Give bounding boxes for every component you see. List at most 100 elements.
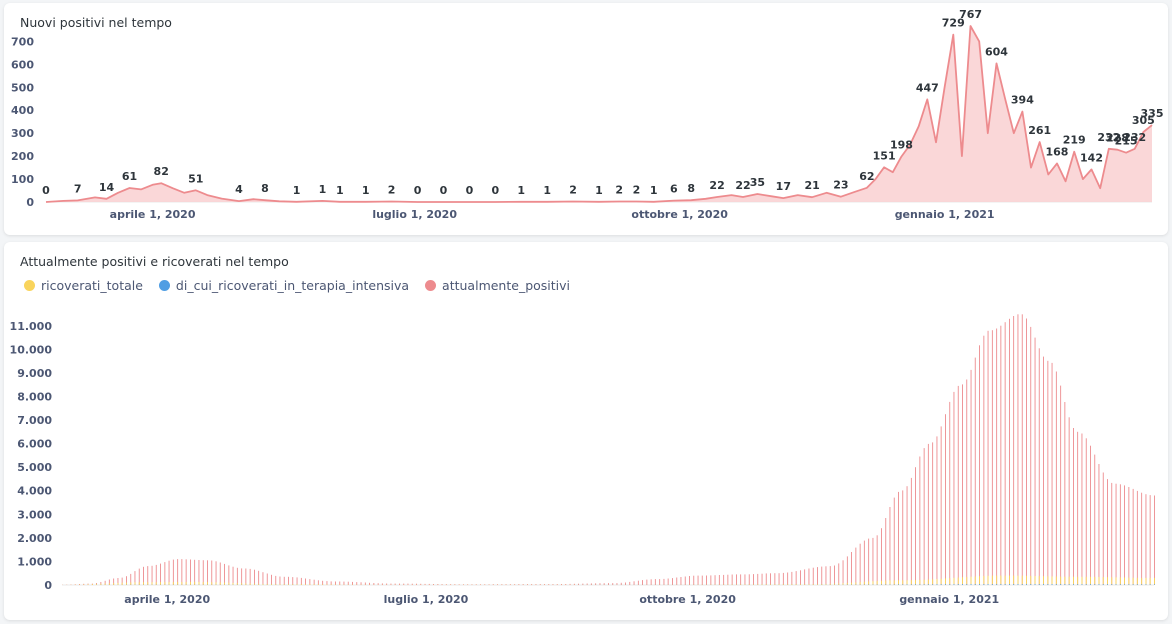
bar <box>1034 337 1036 585</box>
bar <box>117 582 119 585</box>
data-label: 394 <box>1011 94 1034 107</box>
y-tick-label: 200 <box>11 150 34 163</box>
bar <box>475 584 477 585</box>
bar <box>258 583 260 585</box>
bar <box>1136 577 1138 585</box>
bar <box>1030 326 1032 585</box>
bar <box>966 576 968 585</box>
bar <box>991 575 993 585</box>
legend-label: di_cui_ricoverati_in_terapia_intensiva <box>175 278 410 293</box>
bar <box>953 391 955 585</box>
bar <box>893 497 895 585</box>
bar <box>258 570 260 585</box>
legend-item-ricoverati-totale[interactable]: ricoverati_totale <box>24 278 143 293</box>
bar <box>275 584 277 585</box>
chart-card-nuovi-positivi: Nuovi positivi nel tempo 0 100 200 300 400 50… <box>4 3 1168 235</box>
bar <box>689 576 690 585</box>
bar-series-ricoverati_totale[interactable] <box>62 575 1155 585</box>
x-tick-label: gennaio 1, 2021 <box>895 208 995 221</box>
bar-series-di_cui_ricoverati_in_terapia_intensiva[interactable] <box>96 584 1155 585</box>
bar <box>309 579 311 585</box>
bar <box>1068 576 1070 585</box>
series-line-nuovi-positivi[interactable] <box>45 25 1153 203</box>
bar <box>74 584 76 585</box>
bar <box>202 582 204 585</box>
bar <box>552 584 554 585</box>
bar <box>1098 577 1100 585</box>
bar <box>108 579 110 585</box>
bar <box>949 584 951 585</box>
data-label: 1 <box>293 184 301 197</box>
bar <box>582 583 584 585</box>
bar <box>923 579 925 585</box>
bar <box>578 583 579 585</box>
bar <box>1051 576 1053 585</box>
bar <box>714 575 716 585</box>
bar <box>236 583 238 585</box>
bar <box>1090 576 1091 585</box>
bar <box>1119 577 1121 585</box>
bar-series-attualmente_positivi[interactable] <box>62 314 1155 585</box>
bar <box>962 384 963 585</box>
bar <box>160 563 161 585</box>
data-label: 1 <box>362 184 370 197</box>
bar <box>317 580 319 585</box>
bar <box>838 563 840 585</box>
bar <box>778 573 780 585</box>
bar <box>770 573 771 585</box>
bar <box>394 583 396 585</box>
bar <box>782 572 784 585</box>
bar <box>1013 316 1015 585</box>
legend-item-terapia-intensiva[interactable]: di_cui_ricoverati_in_terapia_intensiva <box>158 278 410 293</box>
bar <box>1119 484 1121 585</box>
circle-dot-icon <box>24 280 35 291</box>
legend-item-attualmente-positivi[interactable]: attualmente_positivi <box>425 278 570 293</box>
bar <box>902 580 904 585</box>
data-label: 447 <box>916 81 939 94</box>
bar <box>138 582 140 585</box>
bar <box>590 583 592 585</box>
bar <box>936 436 938 585</box>
bar <box>1073 576 1074 585</box>
bar <box>646 579 648 585</box>
bar <box>126 582 127 585</box>
bar <box>428 583 430 585</box>
bar <box>1111 584 1113 585</box>
bar <box>172 559 174 585</box>
bar <box>335 581 336 585</box>
data-label: 62 <box>859 170 874 183</box>
bar <box>194 559 196 585</box>
bar <box>458 584 460 585</box>
x-tick-label: aprile 1, 2020 <box>124 593 210 606</box>
bar <box>983 335 985 585</box>
bar <box>1026 584 1027 585</box>
bar <box>898 491 899 585</box>
bar <box>130 582 132 585</box>
bar <box>416 583 417 585</box>
bar <box>117 578 119 585</box>
bar <box>736 574 737 585</box>
bar <box>1107 479 1108 585</box>
data-label: 219 <box>1063 134 1086 147</box>
bar <box>1141 577 1143 585</box>
bar <box>991 330 993 585</box>
chart-title: Nuovi positivi nel tempo <box>20 15 172 30</box>
bar <box>326 584 328 585</box>
bar <box>923 448 925 585</box>
bar <box>608 583 609 585</box>
x-tick-label: ottobre 1, 2020 <box>639 593 736 606</box>
data-label: 142 <box>1080 151 1103 164</box>
bar <box>838 583 840 585</box>
bar <box>744 574 746 585</box>
bar <box>147 566 149 585</box>
bar <box>275 575 277 585</box>
bar <box>625 582 626 585</box>
data-label: 1 <box>595 184 603 197</box>
bar <box>420 583 422 585</box>
bar <box>1128 584 1130 585</box>
bar <box>266 573 268 585</box>
bar <box>906 486 908 585</box>
bar <box>134 582 136 585</box>
data-label: 2 <box>388 184 396 197</box>
y-tick-label: 5.000 <box>17 461 52 474</box>
